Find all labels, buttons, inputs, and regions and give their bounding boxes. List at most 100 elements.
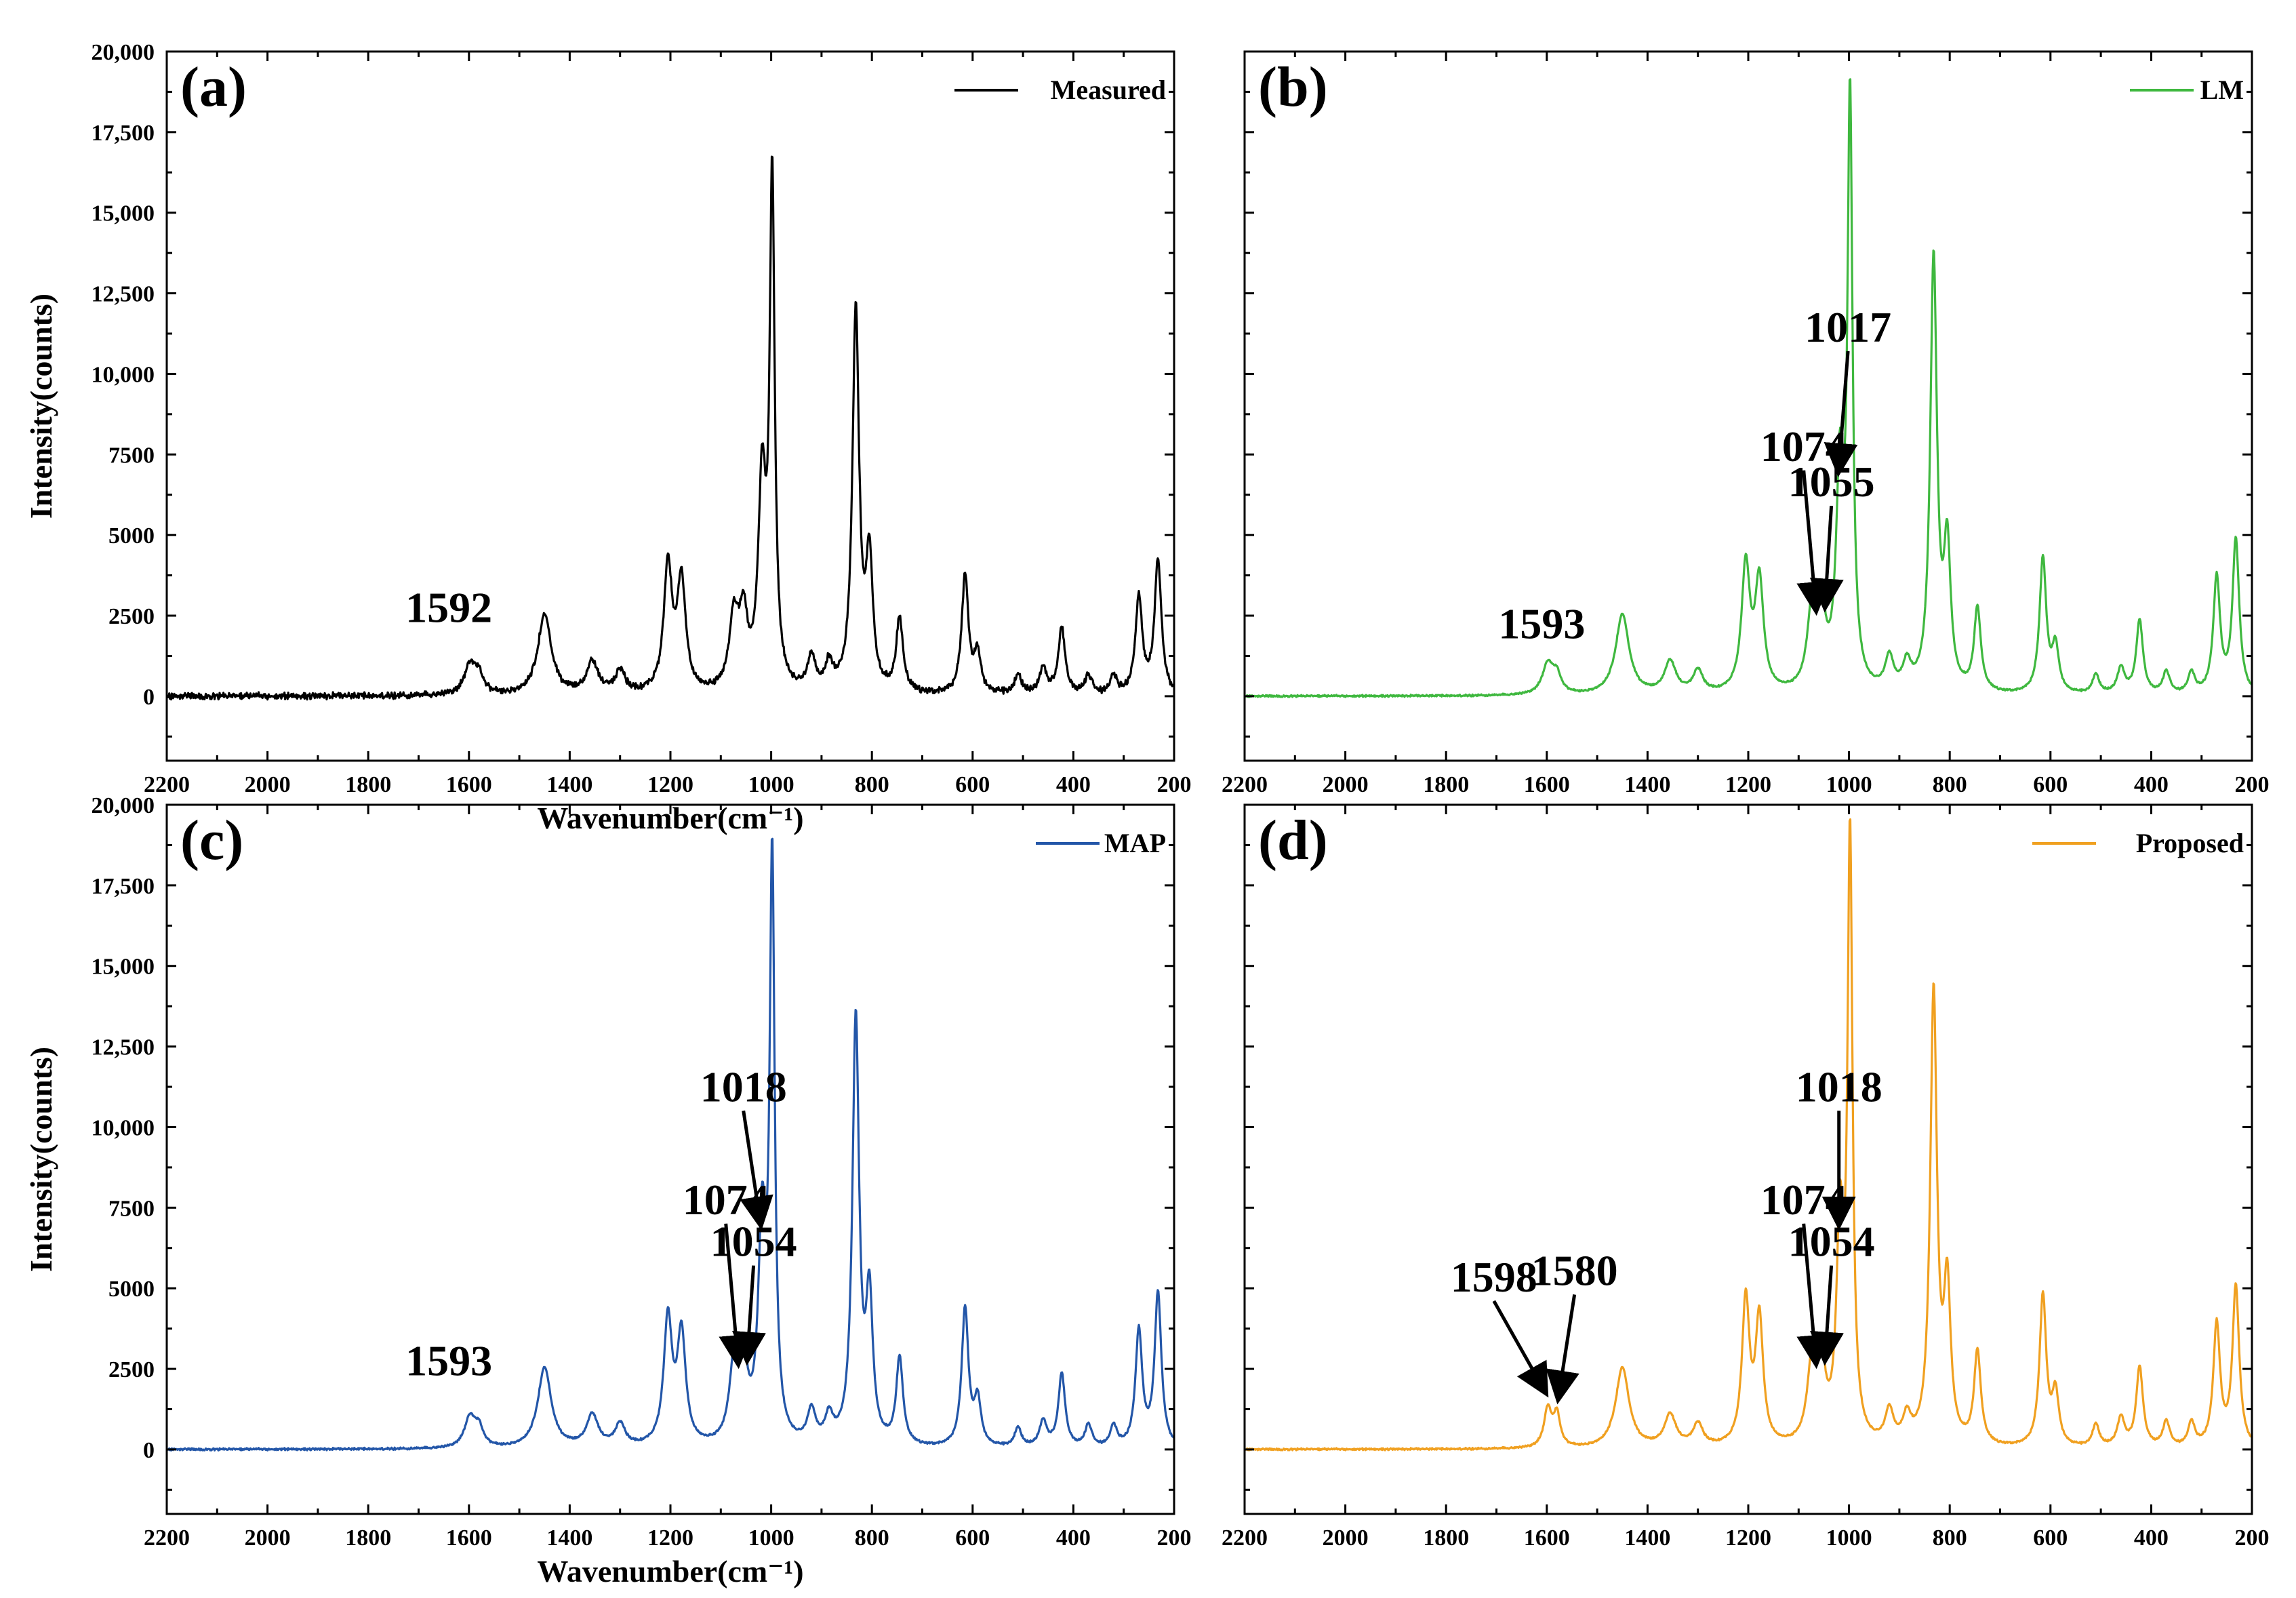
annotation-arrow bbox=[1809, 505, 1844, 613]
peak-annotation: 1018 bbox=[700, 1062, 787, 1111]
y-tick-label: 7500 bbox=[108, 443, 155, 468]
x-tick-label: 1000 bbox=[1826, 1525, 1872, 1551]
series-line-lm bbox=[1244, 78, 2253, 698]
peak-annotation: 1017 bbox=[1805, 303, 1891, 351]
x-tick-label: 1200 bbox=[647, 1525, 693, 1551]
x-tick-label: 1800 bbox=[345, 1525, 391, 1551]
legend-label: LM bbox=[2200, 75, 2244, 105]
panel-label: (c) bbox=[180, 809, 243, 872]
y-tick-label: 17,500 bbox=[92, 121, 155, 146]
annotation-arrow bbox=[1810, 1265, 1844, 1366]
x-tick-label: 200 bbox=[1157, 772, 1192, 797]
x-tick-label: 1600 bbox=[1524, 772, 1570, 797]
x-tick-label: 200 bbox=[2235, 772, 2270, 797]
peak-annotation: 1592 bbox=[405, 584, 492, 632]
chart-panel-1: 2200 2000 1800 1600 1400 1200 1000 800 600 400 200… bbox=[1222, 50, 2270, 797]
x-tick-label: 200 bbox=[2235, 1525, 2270, 1551]
legend-label: Proposed bbox=[2136, 828, 2244, 858]
panel-label: (d) bbox=[1258, 809, 1328, 872]
peak-annotation: 1593 bbox=[405, 1337, 492, 1385]
x-tick-label: 400 bbox=[1056, 772, 1091, 797]
x-tick-label: 600 bbox=[2033, 772, 2068, 797]
annotation-arrow bbox=[1492, 1300, 1549, 1398]
peak-annotation: 1074 bbox=[1760, 1176, 1847, 1224]
x-tick-label: 1600 bbox=[446, 772, 492, 797]
peak-annotation: 1055 bbox=[1788, 458, 1875, 506]
y-tick-label: 10,000 bbox=[92, 1115, 155, 1140]
x-tick-label: 2000 bbox=[1323, 1525, 1369, 1551]
panel-label: (b) bbox=[1258, 56, 1328, 119]
x-tick-label: 1800 bbox=[1423, 772, 1469, 797]
y-tick-label: 17,500 bbox=[92, 874, 155, 899]
x-tick-label: 1400 bbox=[546, 772, 592, 797]
y-tick-label: 2500 bbox=[108, 604, 155, 629]
x-tick-label: 2200 bbox=[144, 1525, 190, 1551]
x-tick-label: 800 bbox=[1933, 772, 1967, 797]
peak-annotation: 1054 bbox=[1788, 1218, 1875, 1266]
x-tick-label: 2200 bbox=[1222, 772, 1268, 797]
y-tick-label: 20,000 bbox=[92, 793, 155, 818]
peak-annotation: 1598 bbox=[1451, 1253, 1537, 1301]
annotation-arrow bbox=[740, 1111, 773, 1231]
y-tick-label: 0 bbox=[143, 1438, 155, 1463]
x-tick-label: 1400 bbox=[1624, 1525, 1670, 1551]
x-tick-label: 1600 bbox=[1524, 1525, 1570, 1551]
y-axis-title: Intensity(counts) bbox=[24, 1047, 58, 1272]
x-tick-label: 800 bbox=[855, 1525, 889, 1551]
chart-panel-2: 2200 2000 1800 1600 1400 1200 1000 800 600 400 200… bbox=[24, 793, 1192, 1589]
x-tick-label: 800 bbox=[1933, 1525, 1967, 1551]
x-tick-label: 600 bbox=[955, 772, 990, 797]
series-line-map bbox=[166, 837, 1175, 1452]
x-tick-label: 1800 bbox=[345, 772, 391, 797]
plot-frame bbox=[1243, 50, 2253, 762]
y-tick-label: 12,500 bbox=[92, 1035, 155, 1060]
peak-annotation: 1593 bbox=[1498, 599, 1585, 647]
series-line-measured bbox=[165, 155, 1175, 701]
y-tick-label: 2500 bbox=[108, 1357, 155, 1382]
annotation-arrow bbox=[1824, 351, 1858, 477]
x-tick-label: 1800 bbox=[1423, 1525, 1469, 1551]
x-tick-label: 400 bbox=[1056, 1525, 1091, 1551]
x-tick-label: 400 bbox=[2134, 1525, 2169, 1551]
y-tick-label: 20,000 bbox=[92, 40, 155, 65]
plot-frame bbox=[165, 803, 1175, 1515]
y-tick-label: 15,000 bbox=[92, 955, 155, 980]
series-line-proposed bbox=[1244, 818, 2253, 1452]
x-tick-label: 2000 bbox=[1323, 772, 1369, 797]
x-tick-label: 200 bbox=[1157, 1525, 1192, 1551]
x-tick-label: 800 bbox=[855, 772, 889, 797]
y-axis-title: Intensity(counts) bbox=[24, 294, 58, 519]
y-tick-label: 7500 bbox=[108, 1196, 155, 1221]
x-tick-label: 2000 bbox=[245, 1525, 291, 1551]
x-tick-label: 2000 bbox=[245, 772, 291, 797]
y-tick-label: 5000 bbox=[108, 523, 155, 548]
x-tick-label: 600 bbox=[955, 1525, 990, 1551]
y-tick-label: 15,000 bbox=[92, 201, 155, 226]
x-tick-label: 1400 bbox=[546, 1525, 592, 1551]
plot-frame bbox=[1243, 803, 2253, 1515]
legend-label: MAP bbox=[1104, 828, 1166, 858]
y-tick-label: 5000 bbox=[108, 1277, 155, 1302]
x-tick-label: 1000 bbox=[748, 1525, 794, 1551]
plot-frame bbox=[165, 50, 1175, 762]
annotation-arrow bbox=[1546, 1294, 1579, 1405]
x-tick-label: 1000 bbox=[1826, 772, 1872, 797]
chart-panel-0: 2200 2000 1800 1600 1400 1200 1000 800 600 400 200… bbox=[24, 40, 1192, 835]
annotation-arrow bbox=[732, 1265, 766, 1366]
peak-annotation: 1054 bbox=[710, 1218, 797, 1266]
y-tick-label: 12,500 bbox=[92, 282, 155, 307]
x-tick-label: 1400 bbox=[1624, 772, 1670, 797]
y-tick-label: 0 bbox=[143, 685, 155, 710]
x-axis-title: Wavenumber(cm⁻¹) bbox=[537, 1554, 803, 1589]
peak-annotation: 1018 bbox=[1796, 1062, 1882, 1111]
panel-label: (a) bbox=[180, 56, 247, 119]
legend-label: Measured bbox=[1051, 75, 1166, 105]
x-tick-label: 600 bbox=[2033, 1525, 2068, 1551]
x-tick-label: 1000 bbox=[748, 772, 794, 797]
x-tick-label: 1200 bbox=[1725, 772, 1771, 797]
peak-annotation: 1580 bbox=[1531, 1246, 1618, 1294]
y-tick-label: 10,000 bbox=[92, 362, 155, 387]
chart-panel-3: 2200 2000 1800 1600 1400 1200 1000 800 600 400 200… bbox=[1222, 803, 2270, 1551]
x-tick-label: 2200 bbox=[1222, 1525, 1268, 1551]
